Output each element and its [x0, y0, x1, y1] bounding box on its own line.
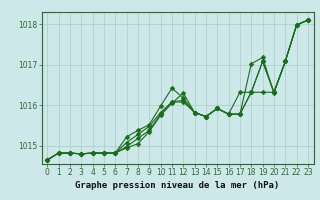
X-axis label: Graphe pression niveau de la mer (hPa): Graphe pression niveau de la mer (hPa): [76, 181, 280, 190]
